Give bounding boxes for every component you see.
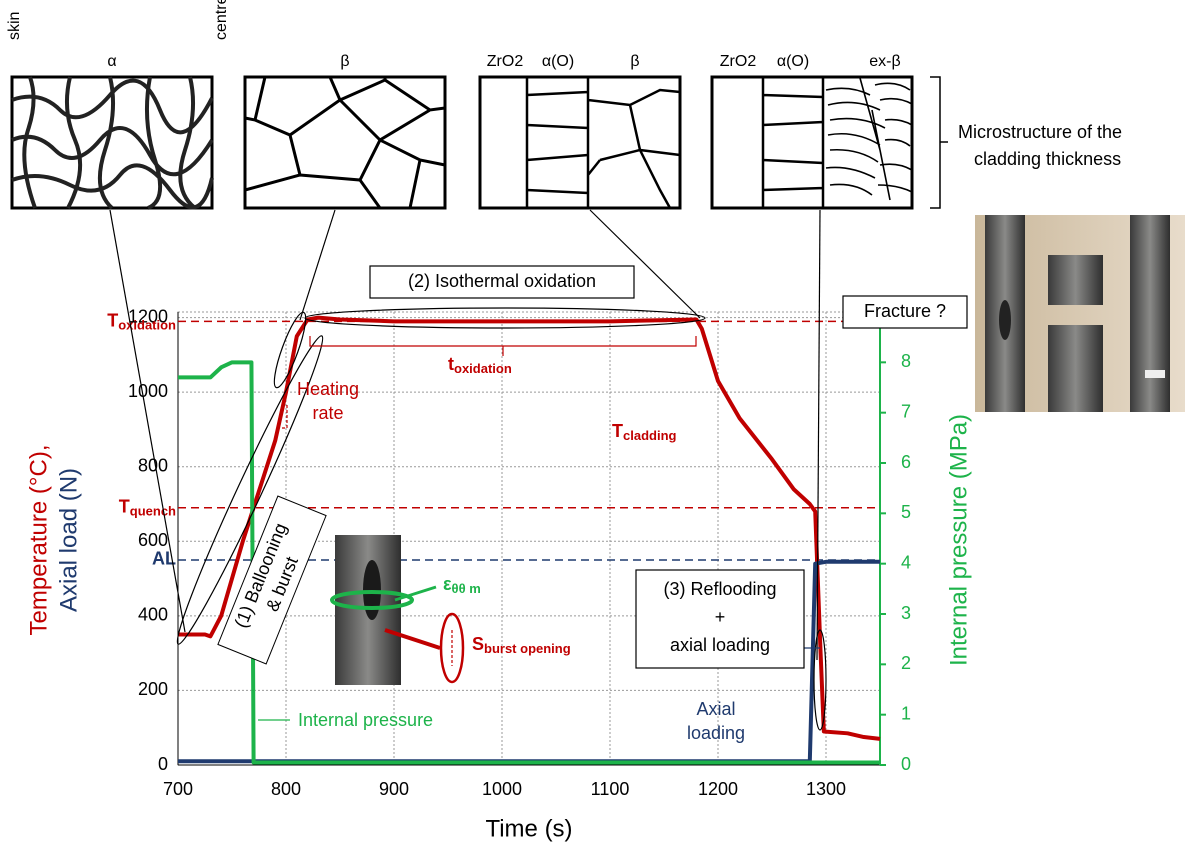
y-tick-label: 0 <box>158 754 168 774</box>
fracture-photos <box>975 215 1185 412</box>
annotation: Internal pressure <box>298 710 433 730</box>
panel-label: β <box>340 53 349 70</box>
panel-label: α(O) <box>542 53 574 70</box>
annotation: Sburst opening <box>472 634 571 657</box>
x-axis-title: Time (s) <box>485 815 572 842</box>
y2-tick-label: 3 <box>901 603 911 623</box>
reference-label: oxidation <box>118 318 176 333</box>
y-tick-label: 600 <box>138 530 168 550</box>
panel-label: skin <box>6 12 23 40</box>
panel-label: ZrO2 <box>720 53 757 70</box>
annotation: axial loading <box>670 635 770 655</box>
annotation: Tcladding <box>612 421 677 444</box>
annotation-shapes <box>109 209 968 731</box>
reference-label: T <box>119 496 130 516</box>
y-axis-title: Axial load (N) <box>55 468 82 612</box>
y2-tick-label: 5 <box>901 502 911 522</box>
annotation: εθθ m <box>443 574 481 597</box>
microstructure-labels: skin α centre β ZrO2 α(O) β ZrO2 α(O) ex… <box>6 0 1122 169</box>
panel-label: α(O) <box>777 53 809 70</box>
annotation: S <box>472 634 484 654</box>
reference-label: Toxidation <box>107 310 176 333</box>
annotation: (2) Isothermal oxidation <box>408 271 596 291</box>
annotation: Fracture ? <box>864 301 946 321</box>
panel-label: α <box>107 53 116 70</box>
reference-label: Tquench <box>119 496 176 519</box>
y-tick-label: 200 <box>138 679 168 699</box>
annotation: cladding <box>623 428 677 443</box>
reference-label: quench <box>130 504 176 519</box>
annotation: burst opening <box>484 641 571 656</box>
caption: cladding thickness <box>974 149 1121 169</box>
y-tick-label: 400 <box>138 605 168 625</box>
y2-tick-label: 8 <box>901 351 911 371</box>
x-tick-label: 1200 <box>698 779 738 799</box>
annotation: Heating <box>297 379 359 399</box>
annotation: θθ m <box>452 581 481 596</box>
x-tick-label: 1100 <box>591 779 630 799</box>
microstructure-panels <box>10 75 948 210</box>
annotations: (2) Isothermal oxidation Fracture ? toxi… <box>217 271 946 743</box>
y2-tick-label: 0 <box>901 754 911 774</box>
y2-tick-label: 4 <box>901 552 911 572</box>
annotation: (3) Reflooding <box>663 579 776 599</box>
x-tick-label: 700 <box>163 779 193 799</box>
y-tick-label: 800 <box>138 455 168 475</box>
x-tick-label: 800 <box>271 779 301 799</box>
panel-label: ex-β <box>869 53 900 70</box>
series-line <box>178 360 880 765</box>
annotation: ε <box>443 574 452 594</box>
y2-axis-title: Internal pressure (MPa) <box>945 414 972 666</box>
annotation: + <box>715 607 726 627</box>
y-axis-title: Temperature (°C), <box>25 445 52 636</box>
annotation: Axial <box>696 699 735 719</box>
annotation: loading <box>687 723 745 743</box>
annotation: toxidation <box>448 354 512 377</box>
x-tick-label: 1300 <box>806 779 846 799</box>
panel-label: β <box>630 53 639 70</box>
x-tick-label: 900 <box>379 779 409 799</box>
y2-tick-label: 6 <box>901 452 911 472</box>
annotation: t <box>448 354 454 374</box>
annotation: oxidation <box>454 361 512 376</box>
reference-label: T <box>107 310 118 330</box>
annotation: T <box>612 421 623 441</box>
annotation: rate <box>312 403 343 423</box>
panel-label: centre <box>213 0 230 40</box>
y2-tick-label: 7 <box>901 401 911 421</box>
y-tick-label: 1000 <box>128 381 168 401</box>
plot: 700 800 900 1000 1100 1200 1300020040060080010… <box>25 306 972 842</box>
y2-tick-label: 1 <box>901 703 911 723</box>
y2-tick-label: 2 <box>901 653 911 673</box>
x-tick-label: 1000 <box>482 779 522 799</box>
caption: Microstructure of the <box>958 122 1122 142</box>
y-tick-label: 1200 <box>128 306 168 326</box>
panel-label: ZrO2 <box>487 53 524 70</box>
reference-label: AL <box>152 549 176 569</box>
